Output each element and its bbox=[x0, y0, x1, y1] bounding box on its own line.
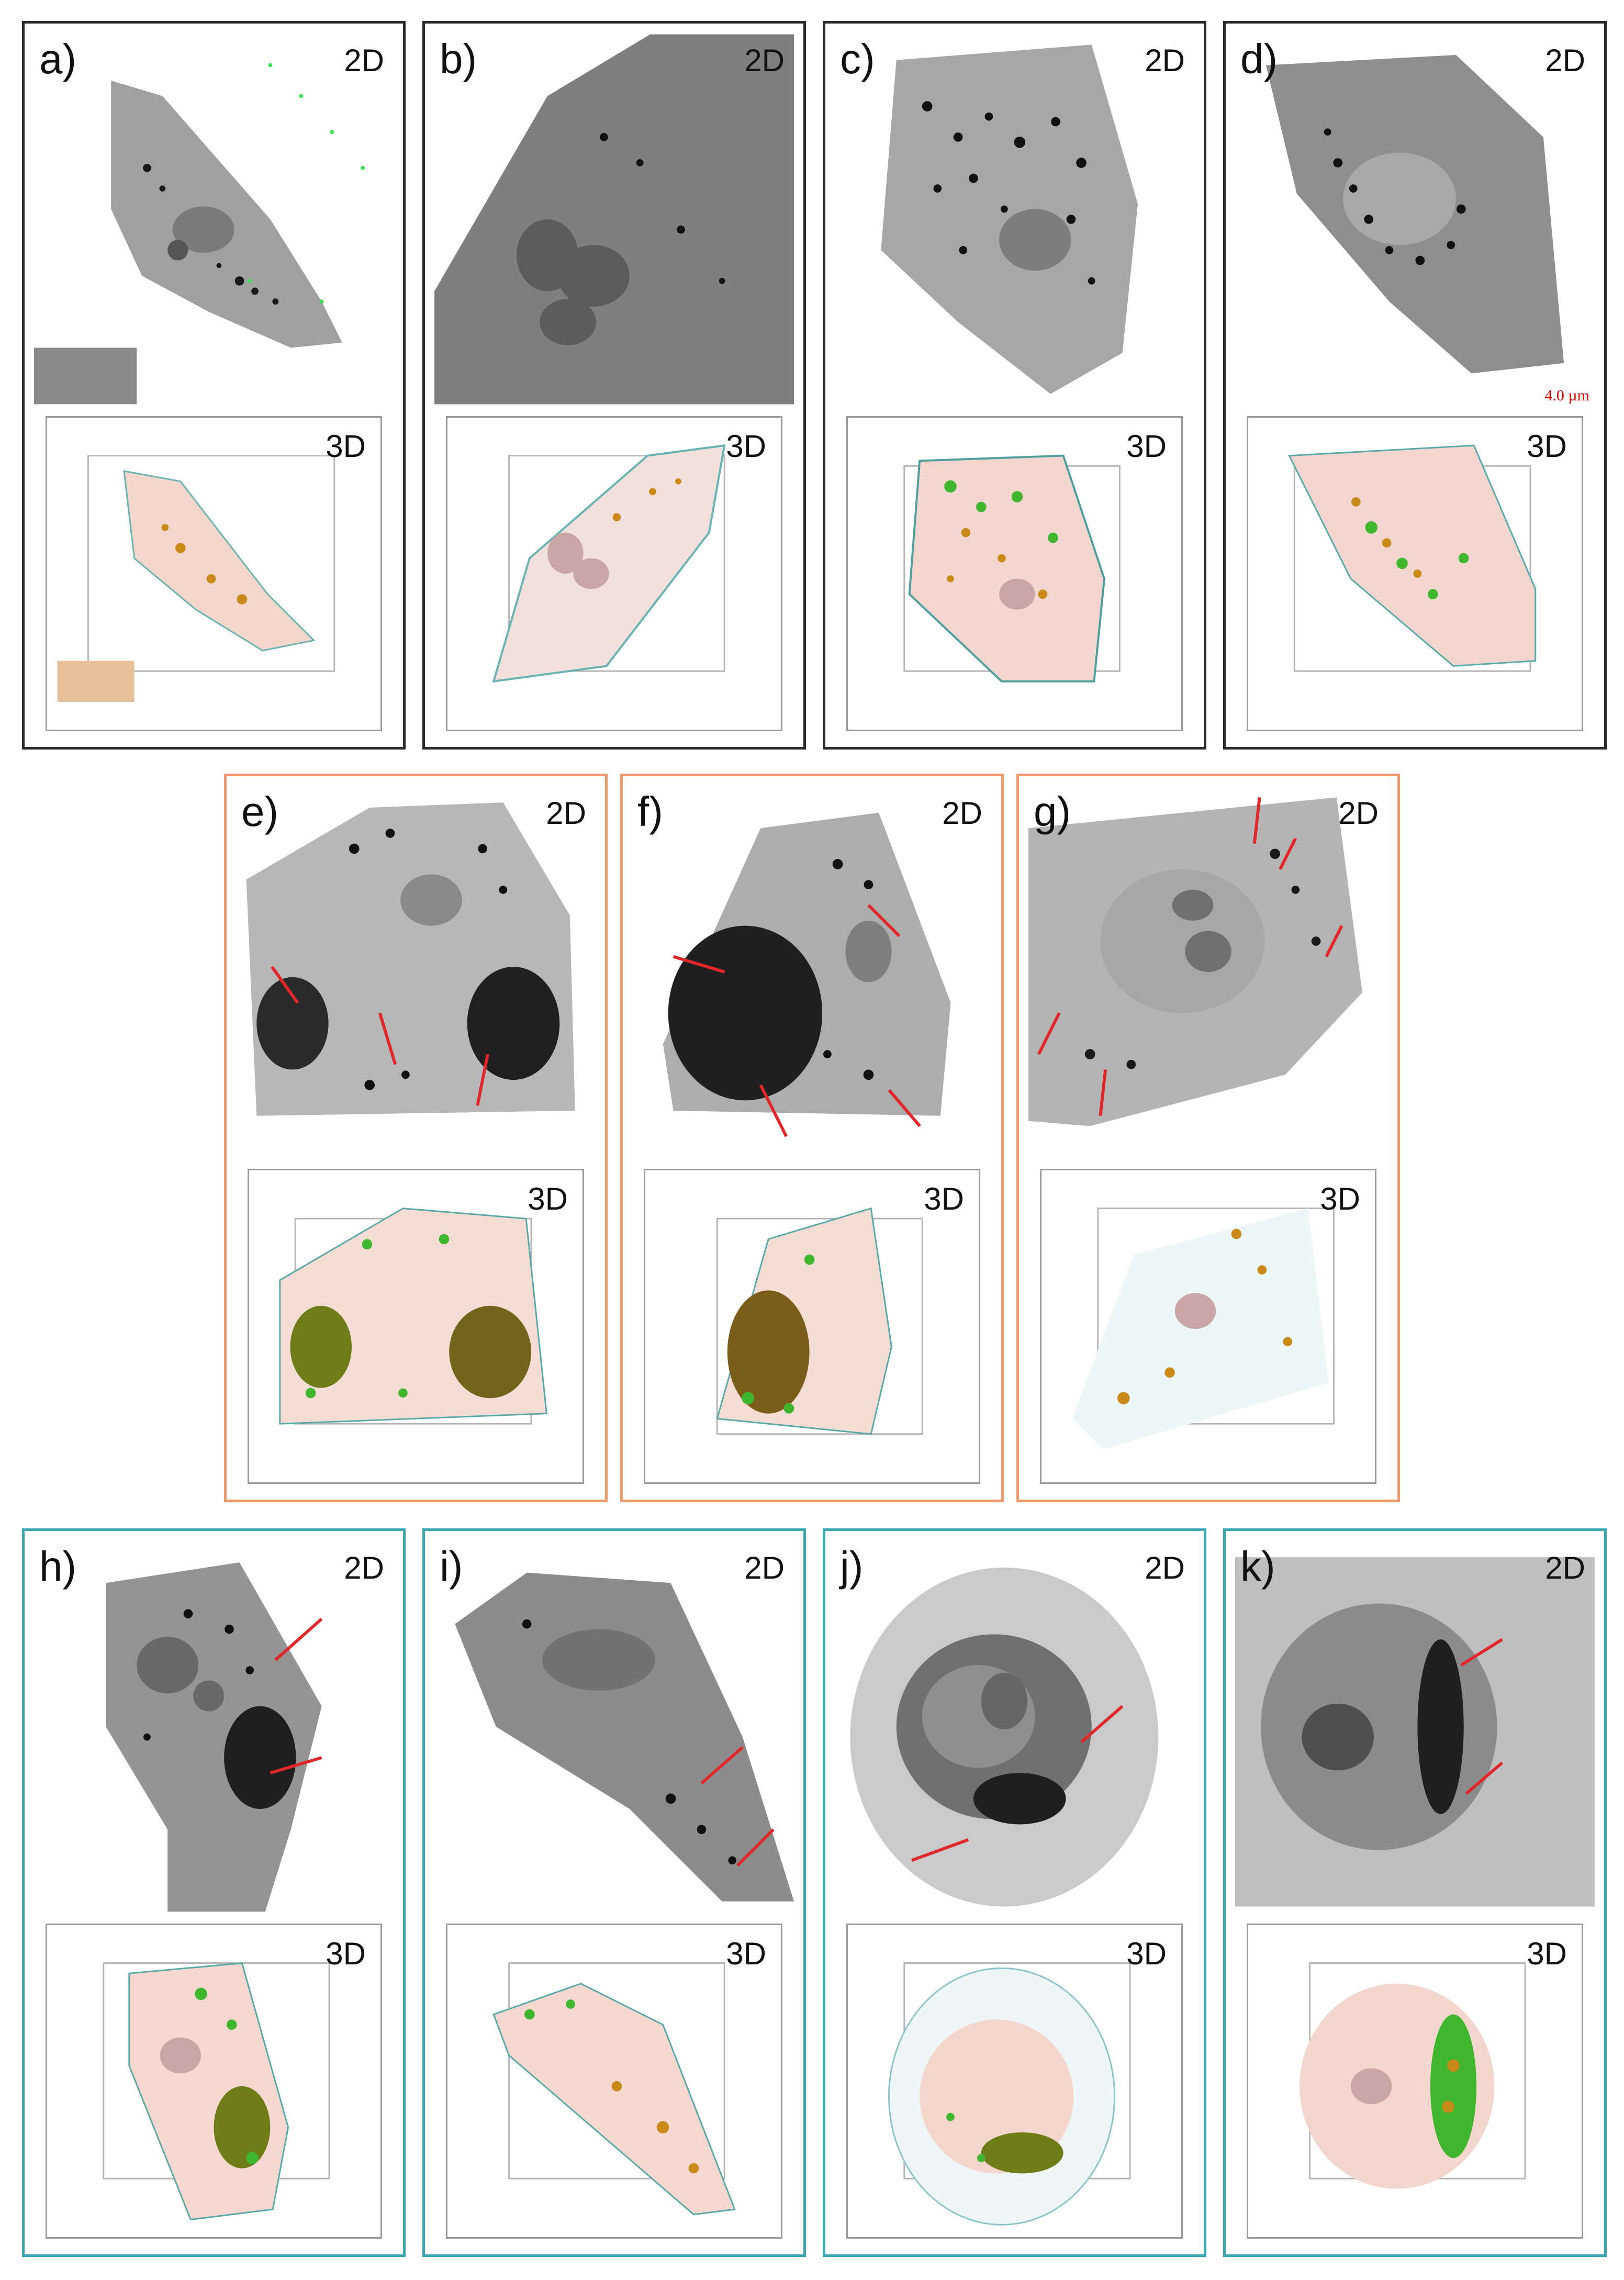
panel-label: h) bbox=[39, 1543, 77, 1590]
cell-render-3d bbox=[1288, 444, 1537, 672]
panel-label: k) bbox=[1240, 1543, 1275, 1590]
tag-2d: 2D bbox=[1145, 43, 1185, 78]
cell-image-2d bbox=[34, 63, 365, 405]
tag-2d: 2D bbox=[942, 796, 982, 831]
render-3d: 3D bbox=[1247, 416, 1583, 731]
cell-image-2d bbox=[455, 1572, 794, 1902]
micrograph-2d bbox=[1028, 784, 1388, 1160]
tag-3d: 3D bbox=[924, 1181, 964, 1216]
tag-2d: 2D bbox=[744, 1550, 785, 1585]
panel-label: g) bbox=[1034, 788, 1071, 835]
panel-label: a) bbox=[39, 36, 77, 82]
micrograph-2d bbox=[34, 1538, 394, 1915]
micrograph-2d bbox=[34, 31, 394, 408]
panel-d: 4.0 µm d) 2D 3D bbox=[1223, 21, 1607, 750]
micrograph-2d bbox=[434, 31, 794, 408]
panel-k: k) 2D 3D bbox=[1223, 1528, 1607, 2257]
cell-image-2d bbox=[1265, 54, 1564, 374]
cell-render-3d bbox=[716, 1207, 923, 1435]
panel-a: a) 2D 3D bbox=[22, 21, 406, 750]
render-3d: 3D bbox=[846, 1924, 1183, 2239]
cell-render-3d bbox=[1072, 1208, 1335, 1450]
cell-image-2d bbox=[850, 1567, 1159, 1907]
cell-render-3d bbox=[492, 1962, 736, 2216]
cell-render-3d bbox=[57, 455, 335, 702]
tag-2d: 2D bbox=[546, 796, 586, 831]
micrograph-2d: 4.0 µm bbox=[1235, 31, 1595, 408]
panel-j: j) 2D 3D bbox=[823, 1528, 1206, 2257]
panel-b: b) 2D 3D bbox=[422, 21, 806, 750]
render-3d: 3D bbox=[46, 416, 382, 731]
micrograph-2d bbox=[434, 1538, 794, 1915]
tag-2d: 2D bbox=[1145, 1550, 1185, 1585]
render-3d: 3D bbox=[1247, 1924, 1583, 2239]
tag-3d: 3D bbox=[1320, 1181, 1360, 1216]
cell-image-2d bbox=[1235, 1557, 1595, 1907]
micrograph-2d bbox=[835, 1538, 1194, 1915]
render-3d: 3D bbox=[446, 416, 782, 731]
render-3d: 3D bbox=[446, 1924, 782, 2239]
panel-h: h) 2D 3D bbox=[22, 1528, 406, 2257]
tag-2d: 2D bbox=[1545, 1550, 1585, 1585]
panel-label: d) bbox=[1240, 36, 1278, 82]
cell-image-2d bbox=[106, 1562, 323, 1912]
panel-c: c) 2D 3D bbox=[823, 21, 1206, 750]
tag-3d: 3D bbox=[726, 1936, 766, 1971]
tag-2d: 2D bbox=[344, 43, 384, 78]
micrograph-2d bbox=[236, 784, 596, 1160]
tag-3d: 3D bbox=[326, 429, 366, 464]
panel-g: g) 2D 3D bbox=[1016, 774, 1400, 1502]
micrograph-2d bbox=[1235, 1538, 1595, 1915]
cell-image-2d bbox=[881, 44, 1138, 394]
tag-3d: 3D bbox=[1126, 1936, 1167, 1971]
tag-2d: 2D bbox=[1545, 43, 1585, 78]
tag-2d: 2D bbox=[1338, 796, 1379, 831]
tag-2d: 2D bbox=[344, 1550, 384, 1585]
panel-label: f) bbox=[637, 788, 663, 835]
panel-label: j) bbox=[840, 1543, 864, 1590]
cell-image-2d bbox=[1028, 797, 1362, 1126]
tag-2d: 2D bbox=[744, 43, 785, 78]
tag-3d: 3D bbox=[1527, 429, 1567, 464]
cell-render-3d bbox=[888, 1962, 1131, 2226]
tag-3d: 3D bbox=[1527, 1936, 1567, 1971]
render-3d: 3D bbox=[846, 416, 1183, 731]
tag-3d: 3D bbox=[326, 1936, 366, 1971]
cell-render-3d bbox=[903, 454, 1121, 683]
render-3d: 3D bbox=[46, 1924, 382, 2239]
cell-render-3d bbox=[492, 444, 726, 683]
scale-bar-label: 4.0 µm bbox=[1544, 387, 1589, 404]
cell-render-3d bbox=[103, 1962, 330, 2221]
tag-3d: 3D bbox=[528, 1181, 568, 1216]
micrograph-2d bbox=[632, 784, 992, 1160]
tag-3d: 3D bbox=[726, 429, 766, 464]
micrograph-2d bbox=[835, 31, 1194, 408]
panel-label: c) bbox=[840, 36, 875, 82]
panel-e: e) 2D 3D bbox=[224, 774, 608, 1502]
panel-label: b) bbox=[440, 36, 477, 82]
cell-image-2d bbox=[246, 802, 575, 1116]
render-3d: 3D bbox=[644, 1169, 980, 1484]
tag-3d: 3D bbox=[1126, 429, 1167, 464]
panel-i: i) 2D 3D bbox=[422, 1528, 806, 2257]
render-3d: 3D bbox=[1040, 1169, 1376, 1484]
panel-f: f) 2D 3D bbox=[620, 774, 1004, 1502]
cell-render-3d bbox=[1300, 1962, 1526, 2189]
cell-render-3d bbox=[279, 1208, 548, 1425]
cell-image-2d bbox=[663, 812, 951, 1137]
panel-label: i) bbox=[440, 1543, 463, 1590]
render-3d: 3D bbox=[248, 1169, 584, 1484]
cell-image-2d bbox=[434, 34, 794, 405]
panel-label: e) bbox=[241, 788, 279, 835]
